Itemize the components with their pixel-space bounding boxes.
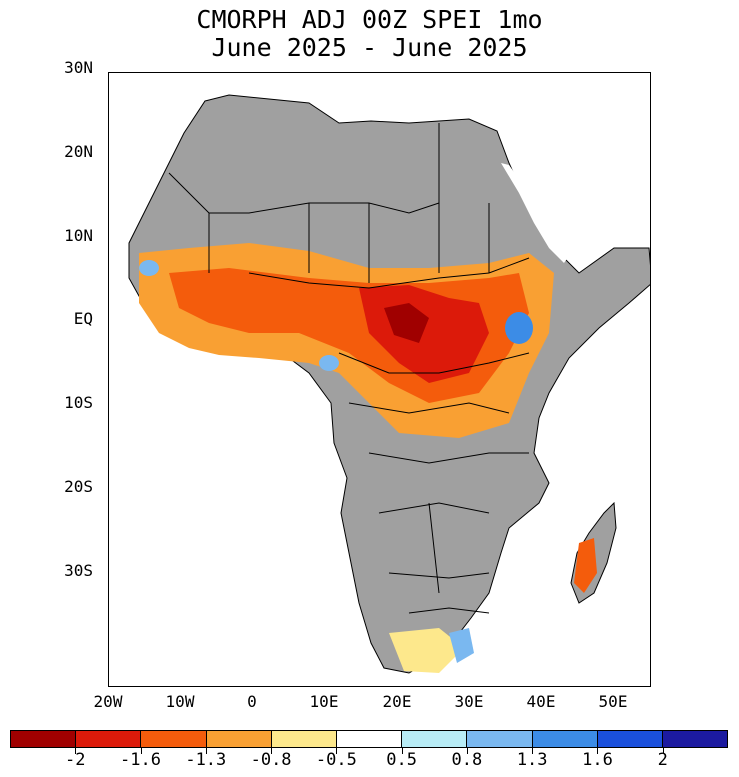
legend-tick <box>336 748 338 754</box>
legend-label: 1.6 <box>582 750 613 770</box>
legend-swatch <box>11 731 77 747</box>
legend-tick <box>401 748 403 754</box>
lon-label: 10E <box>309 692 339 711</box>
legend-swatch <box>336 731 403 747</box>
lon-label: 40E <box>526 692 556 711</box>
legend-tick <box>662 748 664 754</box>
legend-swatch <box>141 731 207 747</box>
legend-label: 0.5 <box>386 750 417 770</box>
legend-swatch <box>76 731 142 747</box>
lat-label: 30S <box>64 561 93 580</box>
legend-tick <box>140 748 142 754</box>
lat-label: 10S <box>64 393 93 412</box>
wet-patch-ethiopia <box>505 312 533 344</box>
africa-spei-map <box>128 73 650 674</box>
legend-swatch <box>662 731 728 747</box>
lat-label: 20N <box>64 142 93 161</box>
legend-tick <box>466 748 468 754</box>
legend-swatch <box>402 731 468 747</box>
legend-label: -0.8 <box>250 750 292 770</box>
legend-swatch <box>597 731 663 747</box>
legend-label: -1.3 <box>185 750 227 770</box>
lon-label: 0 <box>247 692 257 711</box>
legend-label: 0.8 <box>451 750 483 770</box>
legend-swatch <box>532 731 598 747</box>
legend-label: 1.3 <box>516 750 548 770</box>
lon-label: 50E <box>598 692 628 711</box>
lat-label: 10N <box>64 226 93 245</box>
legend-label: 2 <box>657 750 668 770</box>
legend-tick <box>532 748 534 754</box>
legend-tick <box>597 748 599 754</box>
legend-swatch <box>206 731 272 747</box>
map-frame <box>108 72 651 687</box>
legend-swatch <box>467 731 533 747</box>
lat-label: 30N <box>64 58 93 77</box>
legend-label: -0.5 <box>315 750 357 770</box>
legend-label: -2 <box>65 750 86 770</box>
lat-label: EQ <box>73 309 93 328</box>
legend-tick <box>271 748 273 754</box>
legend-tick <box>75 748 77 754</box>
country-borders <box>168 123 530 614</box>
lat-label: 20S <box>64 477 93 496</box>
legend-tick <box>205 748 207 754</box>
lon-label: 20E <box>382 692 412 711</box>
lon-label: 30E <box>454 692 484 711</box>
lon-label: 10W <box>165 692 195 711</box>
color-legend <box>10 730 728 748</box>
map-title: CMORPH ADJ 00Z SPEI 1mo <box>196 5 543 34</box>
lon-label: 20W <box>93 692 123 711</box>
legend-label: -1.6 <box>120 750 162 770</box>
legend-swatch <box>271 731 337 747</box>
map-date-range: June 2025 - June 2025 <box>211 33 528 62</box>
